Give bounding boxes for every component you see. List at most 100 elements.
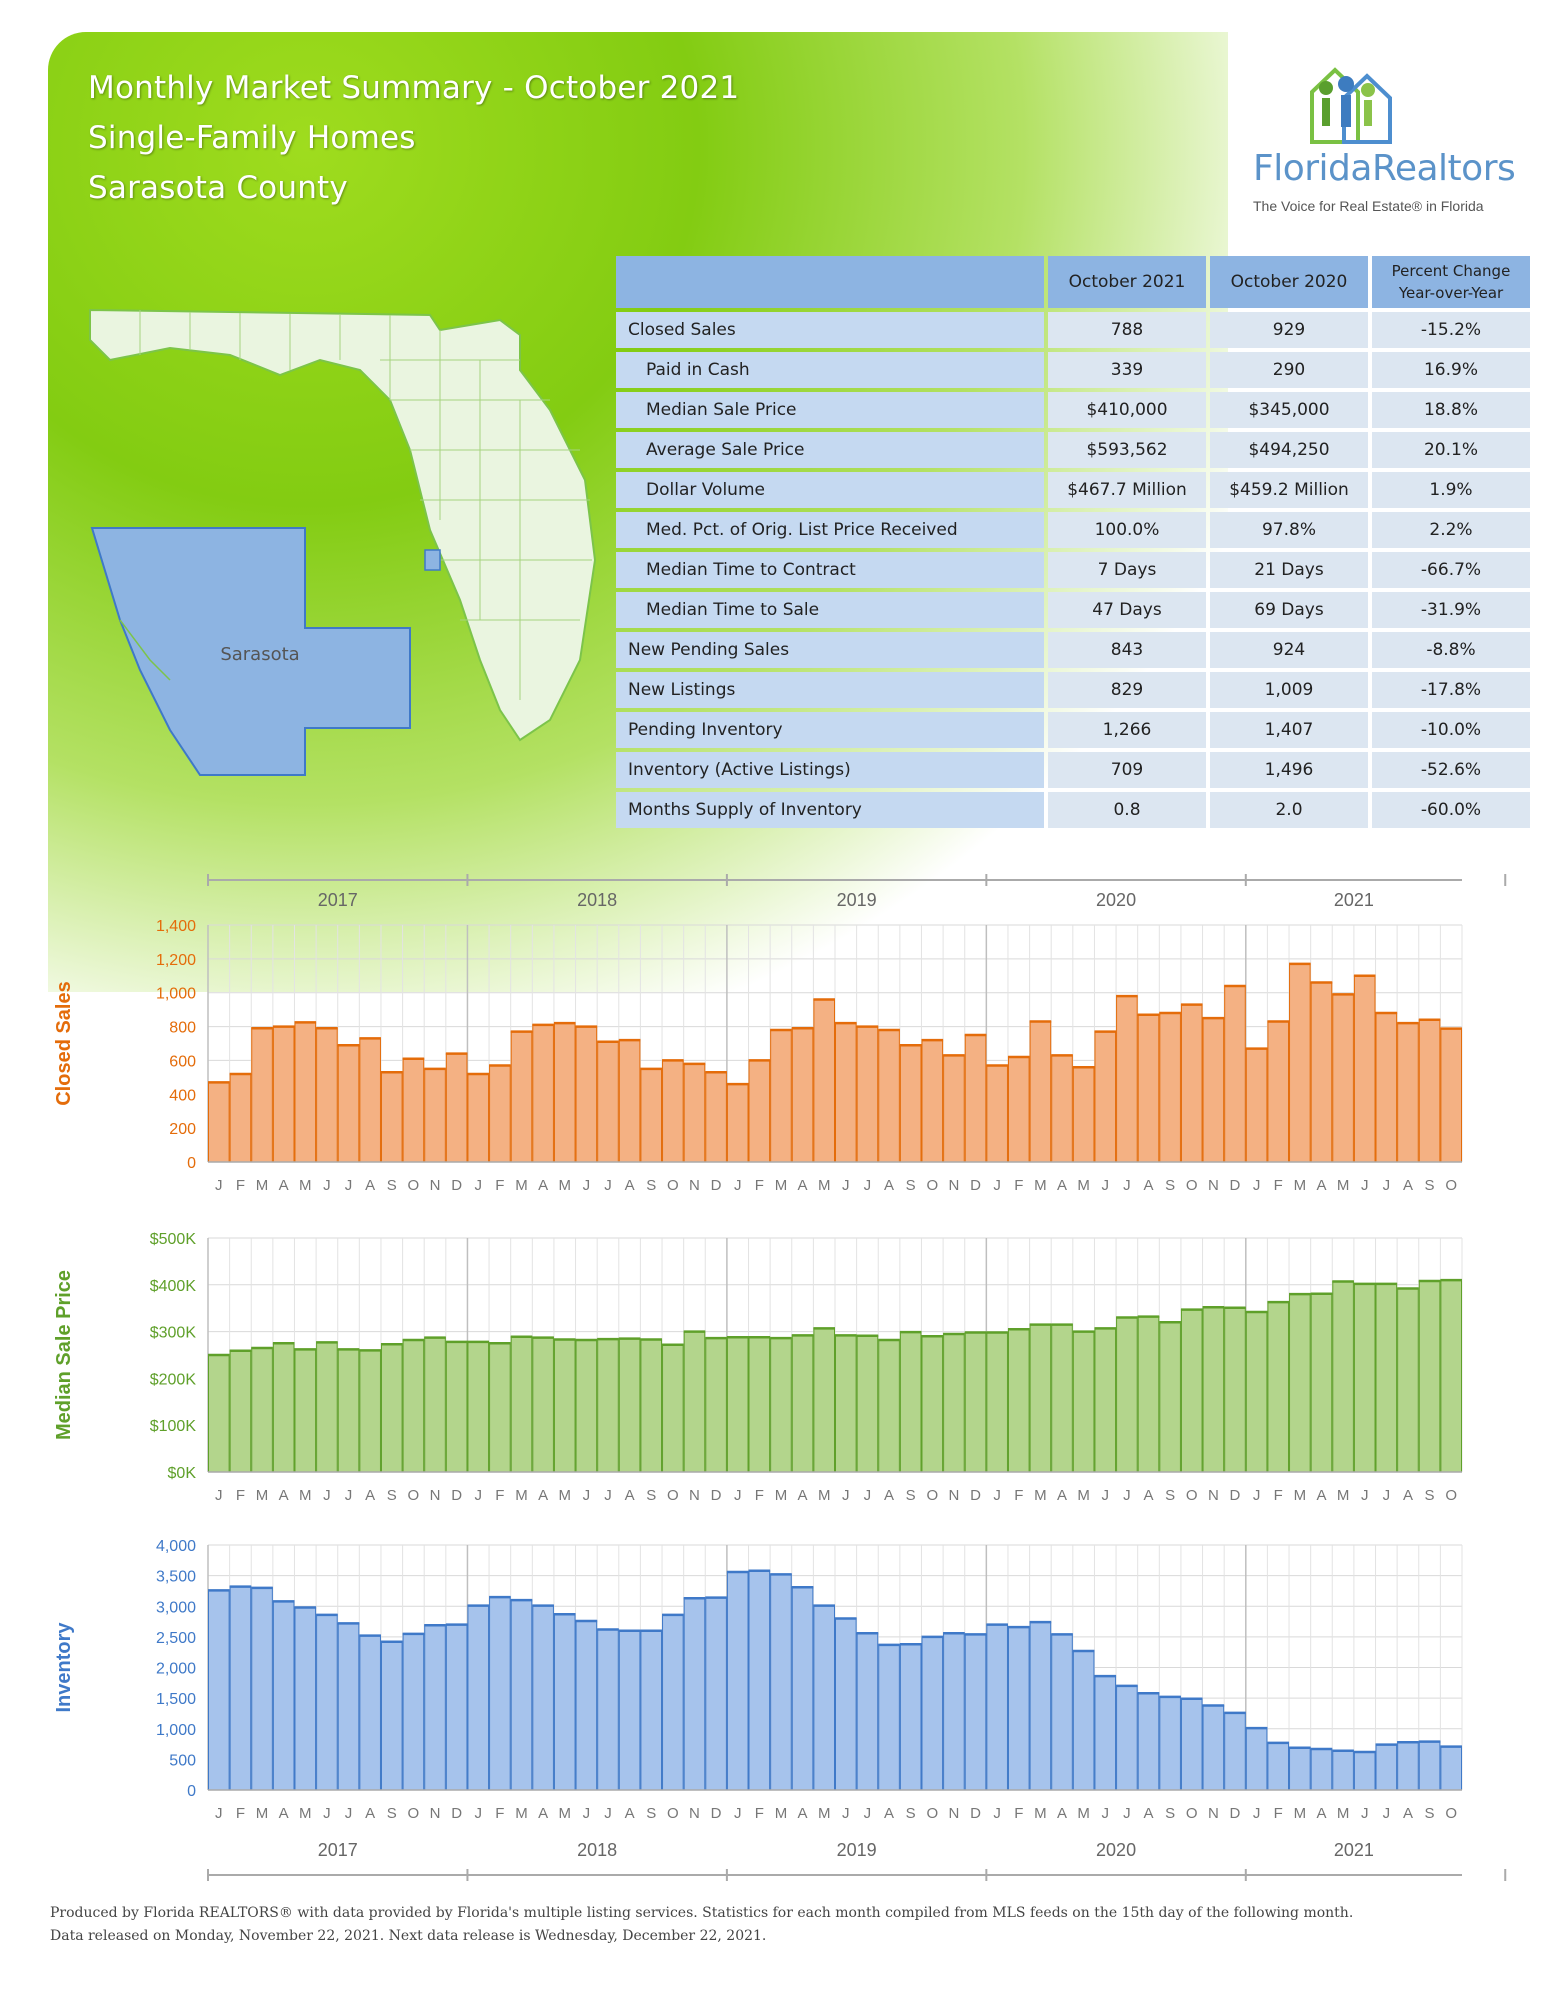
x-tick-label: N bbox=[1208, 1177, 1219, 1194]
year-label-bottom: 2017 bbox=[318, 1840, 358, 1860]
x-tick-label: J bbox=[1361, 1805, 1369, 1822]
value-oct-2021: 7 Days bbox=[1048, 552, 1206, 588]
y-tick-label: 500 bbox=[169, 1752, 196, 1769]
footer-note: Produced by Florida REALTORS® with data … bbox=[50, 1905, 1354, 1921]
bar bbox=[683, 1063, 706, 1163]
bar bbox=[1072, 1650, 1095, 1791]
bar bbox=[921, 1636, 944, 1791]
bar bbox=[1159, 1321, 1181, 1473]
table-row: Dollar Volume $467.7 Million $459.2 Millio… bbox=[616, 472, 1530, 508]
value-percent-change: 2.2% bbox=[1372, 512, 1530, 548]
row-label: Inventory (Active Listings) bbox=[616, 752, 1044, 788]
x-tick-label: A bbox=[884, 1805, 894, 1822]
bar bbox=[1137, 1014, 1160, 1163]
table-row: Average Sale Price $593,562 $494,250 20.1% bbox=[616, 432, 1530, 468]
header-percent-change: Percent Change Year-over-Year bbox=[1372, 256, 1530, 308]
x-tick-label: A bbox=[365, 1805, 375, 1822]
x-tick-label: J bbox=[215, 1487, 223, 1504]
bar bbox=[662, 1344, 684, 1473]
x-tick-label: F bbox=[495, 1177, 504, 1194]
x-tick-label: A bbox=[1403, 1805, 1413, 1822]
x-tick-label: M bbox=[1337, 1177, 1350, 1194]
x-tick-label: S bbox=[387, 1177, 397, 1194]
bar bbox=[878, 1644, 900, 1791]
bar bbox=[575, 1026, 598, 1163]
value-percent-change: -66.7% bbox=[1372, 552, 1530, 588]
bar bbox=[229, 1073, 252, 1163]
y-tick-label: 600 bbox=[169, 1053, 196, 1070]
x-tick-label: J bbox=[604, 1177, 612, 1194]
x-tick-label: J bbox=[345, 1487, 353, 1504]
y-tick-label: $300K bbox=[150, 1325, 197, 1342]
bar bbox=[294, 1348, 317, 1473]
value-oct-2020: 1,496 bbox=[1210, 752, 1368, 788]
bar bbox=[1180, 1004, 1203, 1163]
bar bbox=[640, 1068, 663, 1163]
x-tick-label: M bbox=[1337, 1805, 1350, 1822]
bar bbox=[510, 1599, 533, 1791]
x-tick-label: J bbox=[604, 1805, 612, 1822]
y-tick-label: 400 bbox=[169, 1087, 196, 1104]
x-tick-label: D bbox=[711, 1805, 722, 1822]
bar bbox=[1397, 1022, 1419, 1163]
value-percent-change: -31.9% bbox=[1372, 592, 1530, 628]
table-row: Inventory (Active Listings) 709 1,496 -52.6… bbox=[616, 752, 1530, 788]
value-oct-2020: $494,250 bbox=[1210, 432, 1368, 468]
bar bbox=[380, 1343, 403, 1473]
bar bbox=[791, 1586, 814, 1791]
y-tick-label: 200 bbox=[169, 1121, 196, 1138]
x-tick-label: M bbox=[818, 1487, 831, 1504]
x-tick-label: D bbox=[1230, 1177, 1241, 1194]
bar bbox=[337, 1622, 360, 1791]
x-tick-label: N bbox=[430, 1487, 441, 1504]
bar bbox=[467, 1073, 490, 1163]
x-tick-label: N bbox=[948, 1177, 959, 1194]
x-tick-label: S bbox=[387, 1805, 397, 1822]
bar bbox=[1137, 1316, 1160, 1473]
bar bbox=[337, 1044, 360, 1163]
x-tick-label: J bbox=[323, 1805, 331, 1822]
bar bbox=[1353, 1283, 1376, 1473]
x-tick-label: D bbox=[970, 1487, 981, 1504]
x-tick-label: S bbox=[387, 1487, 397, 1504]
bar bbox=[1029, 1324, 1052, 1473]
x-tick-label: F bbox=[1014, 1177, 1023, 1194]
x-tick-label: S bbox=[906, 1177, 916, 1194]
x-tick-label: S bbox=[1165, 1487, 1175, 1504]
y-tick-label: 1,000 bbox=[156, 1722, 196, 1739]
x-tick-label: M bbox=[818, 1805, 831, 1822]
table-row: Paid in Cash 339 290 16.9% bbox=[616, 352, 1530, 388]
x-tick-label: F bbox=[1014, 1805, 1023, 1822]
row-label: Months Supply of Inventory bbox=[616, 792, 1044, 828]
x-tick-label: N bbox=[689, 1177, 700, 1194]
x-tick-label: S bbox=[1425, 1805, 1435, 1822]
bar bbox=[705, 1071, 727, 1163]
bar bbox=[683, 1331, 706, 1473]
x-tick-label: J bbox=[842, 1487, 850, 1504]
bar bbox=[1137, 1692, 1160, 1791]
bar bbox=[748, 1570, 771, 1791]
logo-tagline: The Voice for Real Estate® in Florida bbox=[1253, 198, 1484, 214]
bar bbox=[1310, 982, 1333, 1163]
bar bbox=[1159, 1696, 1181, 1791]
bar bbox=[835, 1022, 857, 1163]
bar bbox=[964, 1633, 987, 1791]
bar bbox=[618, 1039, 641, 1163]
x-tick-label: A bbox=[365, 1177, 375, 1194]
bar bbox=[1202, 1306, 1225, 1473]
x-tick-label: S bbox=[1425, 1487, 1435, 1504]
x-tick-label: J bbox=[1383, 1177, 1391, 1194]
x-tick-label: A bbox=[1316, 1805, 1326, 1822]
bar bbox=[251, 1027, 273, 1163]
row-label: Dollar Volume bbox=[616, 472, 1044, 508]
page-title: Monthly Market Summary - October 2021 bbox=[88, 70, 740, 106]
row-label: Average Sale Price bbox=[616, 432, 1044, 468]
x-tick-label: J bbox=[1253, 1487, 1261, 1504]
y-tick-label: $100K bbox=[150, 1418, 197, 1435]
value-oct-2020: 1,407 bbox=[1210, 712, 1368, 748]
bar bbox=[1072, 1066, 1095, 1163]
bar bbox=[510, 1031, 533, 1163]
bar bbox=[1224, 985, 1246, 1163]
x-tick-label: M bbox=[1294, 1805, 1307, 1822]
x-tick-label: D bbox=[1230, 1487, 1241, 1504]
